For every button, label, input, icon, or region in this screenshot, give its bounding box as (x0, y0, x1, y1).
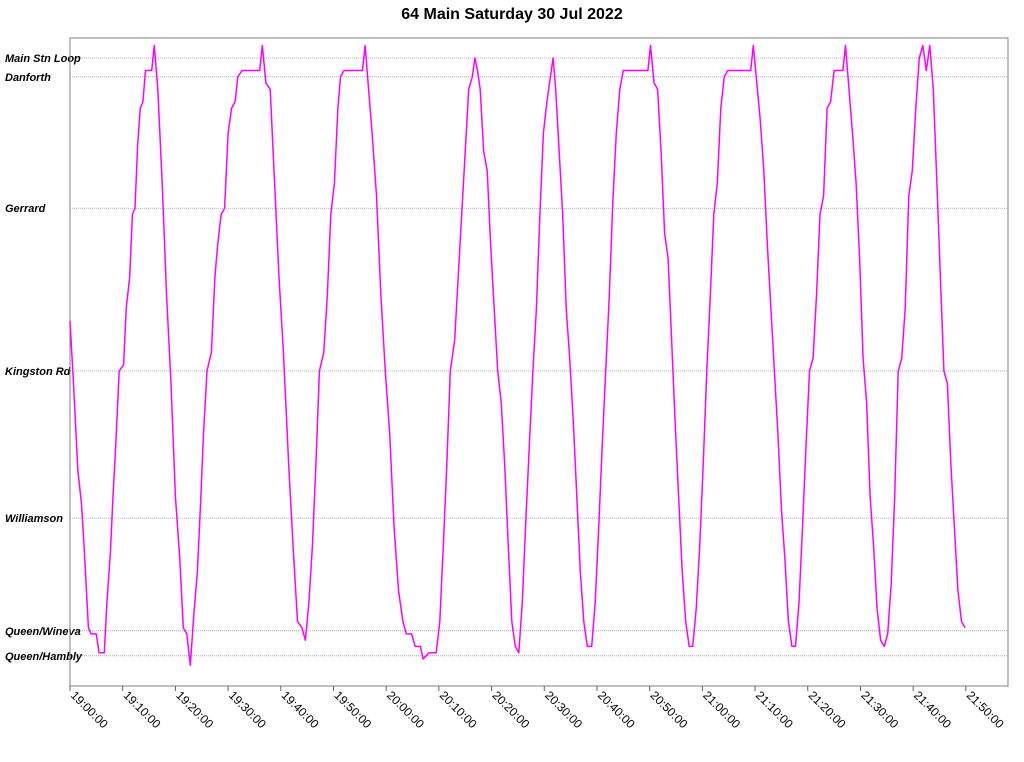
x-tick-label: 21:00:00 (700, 688, 743, 731)
stop-label-queen-hambly: Queen/Hambly (5, 651, 83, 663)
stop-label-kingston-rd: Kingston Rd (5, 366, 71, 378)
x-tick-label: 21:50:00 (964, 688, 1007, 731)
x-axis-ticks: 19:00:00 19:10:00 19:20:00 19:30:00 19:40:00… (68, 686, 1007, 731)
x-tick-label: 21:10:00 (753, 688, 796, 731)
stop-labels: Main Stn Loop Danforth Gerrard Kingston Rd W… (5, 53, 83, 663)
x-tick-label: 20:00:00 (384, 688, 427, 731)
x-tick-label: 19:20:00 (173, 688, 216, 731)
x-tick-label: 20:40:00 (595, 688, 638, 731)
x-tick-label: 21:30:00 (858, 688, 901, 731)
plot-frame (69, 37, 1009, 687)
stop-label-main-stn-loop: Main Stn Loop (5, 53, 81, 65)
stop-label-danforth: Danforth (5, 72, 51, 84)
series-line (69, 44, 966, 666)
x-tick-label: 20:30:00 (542, 688, 585, 731)
x-tick-label: 20:20:00 (489, 688, 532, 731)
stop-label-williamson: Williamson (5, 513, 63, 525)
x-tick-label: 21:40:00 (911, 688, 954, 731)
x-tick-label: 21:20:00 (806, 688, 849, 731)
chart-title: 64 Main Saturday 30 Jul 2022 (401, 6, 623, 23)
x-tick-label: 19:30:00 (226, 688, 269, 731)
x-tick-label: 19:10:00 (121, 688, 164, 731)
x-tick-label: 19:50:00 (331, 688, 374, 731)
series-layer (69, 44, 966, 666)
x-tick-label: 20:50:00 (648, 688, 691, 731)
stop-label-queen-wineva: Queen/Wineva (5, 626, 81, 638)
grid-layer (70, 57, 1008, 657)
x-tick-label: 19:00:00 (68, 688, 111, 731)
x-tick-label: 19:40:00 (279, 688, 322, 731)
x-tick-label: 20:10:00 (437, 688, 480, 731)
stop-label-gerrard: Gerrard (5, 203, 46, 215)
